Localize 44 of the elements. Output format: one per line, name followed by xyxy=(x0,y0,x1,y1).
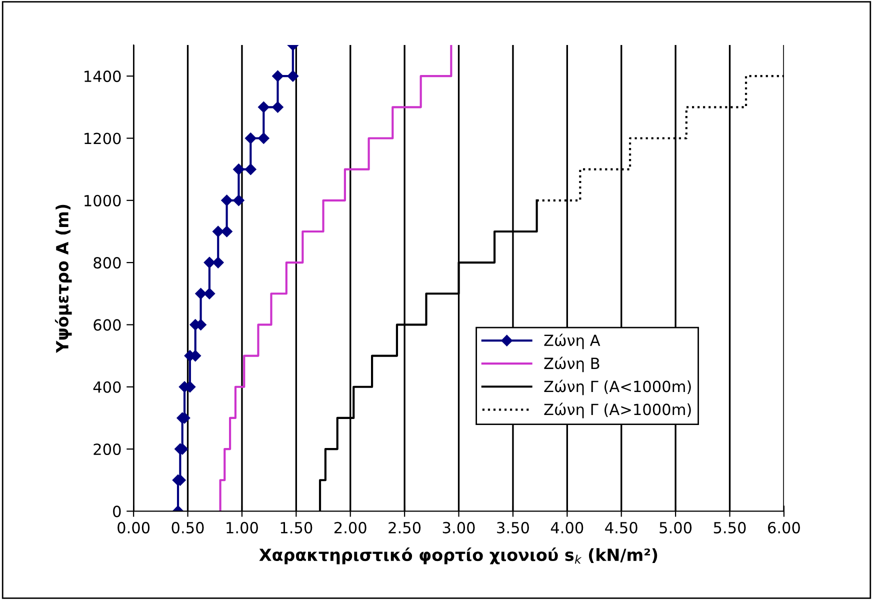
y-tick-label: 0 xyxy=(113,506,121,518)
point xyxy=(245,132,256,144)
x-tick-label: 5.50 xyxy=(714,522,746,534)
point xyxy=(258,132,270,144)
point xyxy=(212,256,224,268)
x-tick-label: 2.00 xyxy=(334,522,366,534)
x-tick-label: 3.50 xyxy=(497,522,529,534)
point xyxy=(287,70,299,82)
point xyxy=(204,256,216,268)
point xyxy=(221,226,232,238)
point xyxy=(212,226,224,238)
y-tick-label: 800 xyxy=(94,257,121,269)
y-tick-label: 1000 xyxy=(84,194,121,206)
line-series xyxy=(219,45,452,512)
y-axis-title: Υψόμετρο A (m) xyxy=(54,204,72,353)
y-tick-label: 1400 xyxy=(84,70,121,82)
x-tick-label: 4.50 xyxy=(605,522,638,534)
x-tick-label: 3.00 xyxy=(442,522,475,534)
point xyxy=(204,288,216,300)
legend-label: Ζώνη Γ (A<1000m) xyxy=(544,380,691,396)
y-tick-label: 1200 xyxy=(84,132,121,144)
x-axis-title: Χαρακτηριστικό φορτίο χιονιού s$_{k}$ (kN/m²) xyxy=(259,548,658,564)
point xyxy=(245,164,256,175)
legend-label: Ζώνη A xyxy=(544,334,600,350)
point xyxy=(195,288,206,300)
y-tick-label: 200 xyxy=(94,444,121,456)
x-tick-label: 0.50 xyxy=(172,522,204,534)
y-tick-label: 600 xyxy=(94,319,121,331)
x-tick-label: 4.00 xyxy=(550,522,584,534)
legend-label: Ζώνη B xyxy=(544,356,600,372)
y-tick-label: 400 xyxy=(93,381,121,393)
x-tick-label: 6.00 xyxy=(768,522,800,534)
x-tick-label: 1.00 xyxy=(226,522,258,534)
point xyxy=(272,102,284,113)
point xyxy=(233,164,244,175)
point xyxy=(272,70,284,82)
point xyxy=(221,194,232,206)
x-tick-label: 2.50 xyxy=(388,522,421,534)
x-tick-label: 1.50 xyxy=(280,522,312,534)
point xyxy=(258,102,270,113)
x-tick-label: 0.00 xyxy=(118,522,150,534)
x-tick-label: 5.00 xyxy=(660,522,692,534)
point xyxy=(233,194,244,206)
legend-label: Ζώνη Γ (A>1000m) xyxy=(544,402,691,418)
